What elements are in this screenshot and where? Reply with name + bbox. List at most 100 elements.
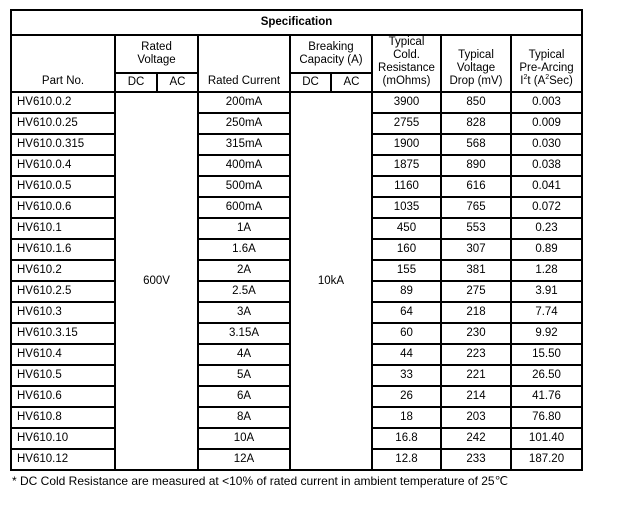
rated-current-cell: 315mA (197, 133, 291, 156)
part-number-cell: HV610.0.2 (10, 91, 116, 114)
table-row: HV610.6 6A 26 214 41.76 (10, 385, 584, 408)
part-number-cell: HV610.1 (10, 217, 116, 240)
pre-arcing-cell: 41.76 (509, 385, 584, 408)
voltage-drop-cell: 242 (440, 427, 512, 450)
cold-resistance-cell: 1900 (371, 133, 442, 156)
voltage-drop-cell: 275 (440, 280, 512, 303)
voltage-drop-cell: 223 (440, 343, 512, 366)
pre-arcing-cell: 101.40 (509, 427, 584, 450)
voltage-drop-cell: 890 (440, 154, 512, 177)
pre-arcing-cell: 7.74 (509, 301, 584, 324)
pre-arcing-cell: 76.80 (509, 406, 584, 429)
rated-current-cell: 250mA (197, 112, 291, 135)
rated-current-cell: 2.5A (197, 280, 291, 303)
voltage-drop-cell: 765 (440, 196, 512, 219)
table-row: HV610.5 5A 33 221 26.50 (10, 364, 584, 387)
pre-arcing-cell: 0.89 (509, 238, 584, 261)
rated-current-cell: 4A (197, 343, 291, 366)
rated-current-cell: 500mA (197, 175, 291, 198)
pre-arcing-cell: 0.23 (509, 217, 584, 240)
rated-current-cell: 1A (197, 217, 291, 240)
part-number-cell: HV610.2.5 (10, 280, 116, 303)
header-cold-resistance: Typical Cold. Resistance (mOhms) (371, 34, 442, 93)
cold-resistance-cell: 450 (371, 217, 442, 240)
specification-table: Specification Part No. Rated Voltage Rat… (9, 9, 584, 471)
table-row: HV610.8 8A 18 203 76.80 (10, 406, 584, 429)
document: Specification Part No. Rated Voltage Rat… (9, 9, 610, 489)
cold-resistance-cell: 1160 (371, 175, 442, 198)
table-row: HV610.1.6 1.6A 160 307 0.89 (10, 238, 584, 261)
voltage-drop-cell: 218 (440, 301, 512, 324)
table-row: HV610.0.4 400mA 1875 890 0.038 (10, 154, 584, 177)
pre-arcing-cell: 187.20 (509, 448, 584, 471)
pre-arcing-cell: 15.50 (509, 343, 584, 366)
voltage-drop-cell: 850 (440, 91, 512, 114)
voltage-drop-cell: 568 (440, 133, 512, 156)
table-row: HV610.0.5 500mA 1160 616 0.041 (10, 175, 584, 198)
header-voltage-dc: DC (114, 72, 158, 93)
cold-resistance-cell: 155 (371, 259, 442, 282)
pre-arcing-cell: 0.038 (509, 154, 584, 177)
cold-resistance-cell: 44 (371, 343, 442, 366)
part-number-cell: HV610.8 (10, 406, 116, 429)
header-rated-voltage: Rated Voltage (114, 34, 199, 74)
header-part-no: Part No. (10, 34, 116, 93)
voltage-drop-cell: 233 (440, 448, 512, 471)
table-row: HV610.12 12A 12.8 233 187.20 (10, 448, 584, 471)
table-row: HV610.3.15 3.15A 60 230 9.92 (10, 322, 584, 345)
breaking-capacity-cell: 10kA (289, 91, 373, 471)
cold-resistance-cell: 1035 (371, 196, 442, 219)
cold-resistance-cell: 16.8 (371, 427, 442, 450)
pre-arcing-cell: 1.28 (509, 259, 584, 282)
part-number-cell: HV610.10 (10, 427, 116, 450)
part-number-cell: HV610.0.6 (10, 196, 116, 219)
part-number-cell: HV610.6 (10, 385, 116, 408)
table-row: HV610.0.315 315mA 1900 568 0.030 (10, 133, 584, 156)
part-number-cell: HV610.4 (10, 343, 116, 366)
footnote: * DC Cold Resistance are measured at <10… (12, 474, 509, 488)
cold-resistance-cell: 1875 (371, 154, 442, 177)
rated-current-cell: 400mA (197, 154, 291, 177)
part-number-cell: HV610.0.4 (10, 154, 116, 177)
voltage-drop-cell: 214 (440, 385, 512, 408)
part-number-cell: HV610.5 (10, 364, 116, 387)
cold-resistance-cell: 33 (371, 364, 442, 387)
pre-arcing-cell: 3.91 (509, 280, 584, 303)
rated-current-cell: 8A (197, 406, 291, 429)
pre-arcing-cell: 9.92 (509, 322, 584, 345)
voltage-drop-cell: 828 (440, 112, 512, 135)
table-row: HV610.0.25 250mA 2755 828 0.009 (10, 112, 584, 135)
part-number-cell: HV610.0.25 (10, 112, 116, 135)
rated-voltage-cell: 600V (114, 91, 199, 471)
voltage-drop-cell: 381 (440, 259, 512, 282)
part-number-cell: HV610.0.315 (10, 133, 116, 156)
cold-resistance-cell: 12.8 (371, 448, 442, 471)
cold-resistance-cell: 160 (371, 238, 442, 261)
table-row: HV610.10 10A 16.8 242 101.40 (10, 427, 584, 450)
part-number-cell: HV610.12 (10, 448, 116, 471)
header-pre-arcing: Typical Pre-Arcing I2t (A2Sec) (509, 34, 584, 93)
pre-arcing-cell: 0.003 (509, 91, 584, 114)
rated-current-cell: 2A (197, 259, 291, 282)
cold-resistance-cell: 60 (371, 322, 442, 345)
cold-resistance-cell: 89 (371, 280, 442, 303)
header-voltage-ac: AC (156, 72, 199, 93)
voltage-drop-cell: 553 (440, 217, 512, 240)
table-row: HV610.1 1A 450 553 0.23 (10, 217, 584, 240)
rated-current-cell: 5A (197, 364, 291, 387)
pre-arcing-cell: 0.072 (509, 196, 584, 219)
rated-current-cell: 600mA (197, 196, 291, 219)
rated-current-cell: 1.6A (197, 238, 291, 261)
rated-current-cell: 12A (197, 448, 291, 471)
voltage-drop-cell: 307 (440, 238, 512, 261)
table-row: HV610.3 3A 64 218 7.74 (10, 301, 584, 324)
table-row: HV610.2 2A 155 381 1.28 (10, 259, 584, 282)
cold-resistance-cell: 2755 (371, 112, 442, 135)
table-row: HV610.0.2 600V 200mA 10kA 3900 850 0.003 (10, 91, 584, 471)
cold-resistance-cell: 18 (371, 406, 442, 429)
table-title: Specification (9, 9, 584, 36)
rated-current-cell: 3.15A (197, 322, 291, 345)
cold-resistance-cell: 64 (371, 301, 442, 324)
table-row: HV610.4 4A 44 223 15.50 (10, 343, 584, 366)
table-row: HV610.0.6 600mA 1035 765 0.072 (10, 196, 584, 219)
